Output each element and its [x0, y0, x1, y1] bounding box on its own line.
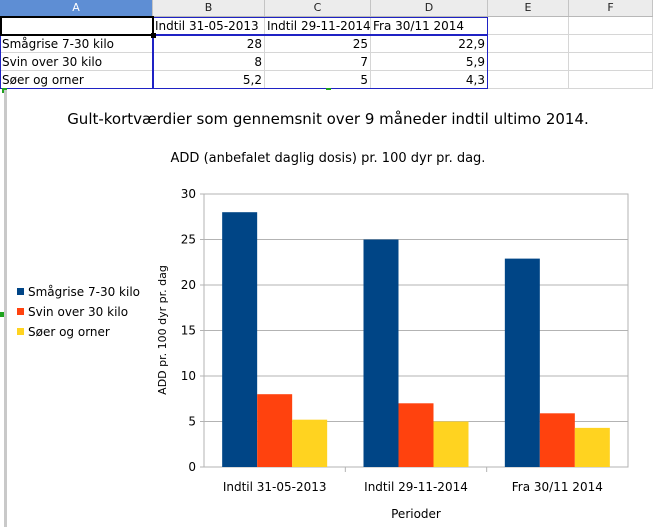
bar	[222, 212, 258, 467]
y-tick-label: 20	[181, 278, 196, 292]
bar	[292, 419, 328, 467]
legend: Smågrise 7-30 kilo Svin over 30 kilo Søer …	[17, 285, 140, 339]
cell-b3[interactable]: 8	[153, 53, 265, 71]
legend-swatch	[17, 328, 24, 335]
y-axis-label: ADD pr. 100 dyr pr. dag	[156, 265, 169, 395]
column-header-a[interactable]: A	[0, 0, 153, 16]
legend-label: Svin over 30 kilo	[28, 305, 128, 319]
y-tick-label: 10	[181, 369, 196, 383]
y-tick-label: 30	[181, 187, 196, 201]
cell-c3[interactable]: 7	[265, 53, 371, 71]
cell-e4[interactable]	[488, 71, 569, 89]
bar	[504, 258, 540, 467]
legend-label: Søer og orner	[28, 325, 110, 339]
y-tick-label: 5	[188, 415, 196, 429]
x-axis-label: Perioder	[391, 507, 441, 521]
cell-cursor-handle[interactable]	[151, 33, 156, 38]
bar	[574, 427, 610, 467]
cell-e1[interactable]	[488, 17, 569, 35]
chart-title: Gult-kortværdier som gennemsnit over 9 m…	[67, 110, 589, 128]
cell-e3[interactable]	[488, 53, 569, 71]
column-header-c[interactable]: C	[265, 0, 371, 16]
chart-selection-handle-mid-left[interactable]	[0, 312, 5, 317]
column-header-row: A B C D E F	[0, 0, 653, 17]
y-tick-label: 0	[188, 460, 196, 474]
bar	[363, 239, 399, 467]
cell-b2[interactable]: 28	[153, 35, 265, 53]
x-tick-label: Indtil 31-05-2013	[223, 480, 327, 494]
legend-label: Smågrise 7-30 kilo	[28, 285, 140, 299]
legend-swatch	[17, 308, 24, 315]
cell-e2[interactable]	[488, 35, 569, 53]
x-tick-label: Indtil 29-11-2014	[364, 480, 468, 494]
bar	[257, 394, 293, 467]
bar	[433, 421, 469, 467]
column-header-b[interactable]: B	[153, 0, 265, 16]
column-header-e[interactable]: E	[488, 0, 569, 16]
chart-subtitle: ADD (anbefalet daglig dosis) pr. 100 dyr…	[171, 151, 486, 166]
y-tick-label: 25	[181, 233, 196, 247]
cell-c2[interactable]: 25	[265, 35, 371, 53]
bar	[539, 413, 575, 467]
column-header-d[interactable]: D	[371, 0, 488, 16]
axes: 0 5 10 15 20 25 30 Indtil 31-05-2013 Indtil 29-1…	[181, 187, 603, 494]
y-tick-label: 15	[181, 324, 196, 338]
bar	[398, 403, 434, 467]
chart-frame-edge	[4, 90, 7, 527]
x-tick-label: Fra 30/11 2014	[512, 480, 603, 494]
bars	[222, 212, 610, 467]
legend-swatch	[17, 288, 24, 295]
